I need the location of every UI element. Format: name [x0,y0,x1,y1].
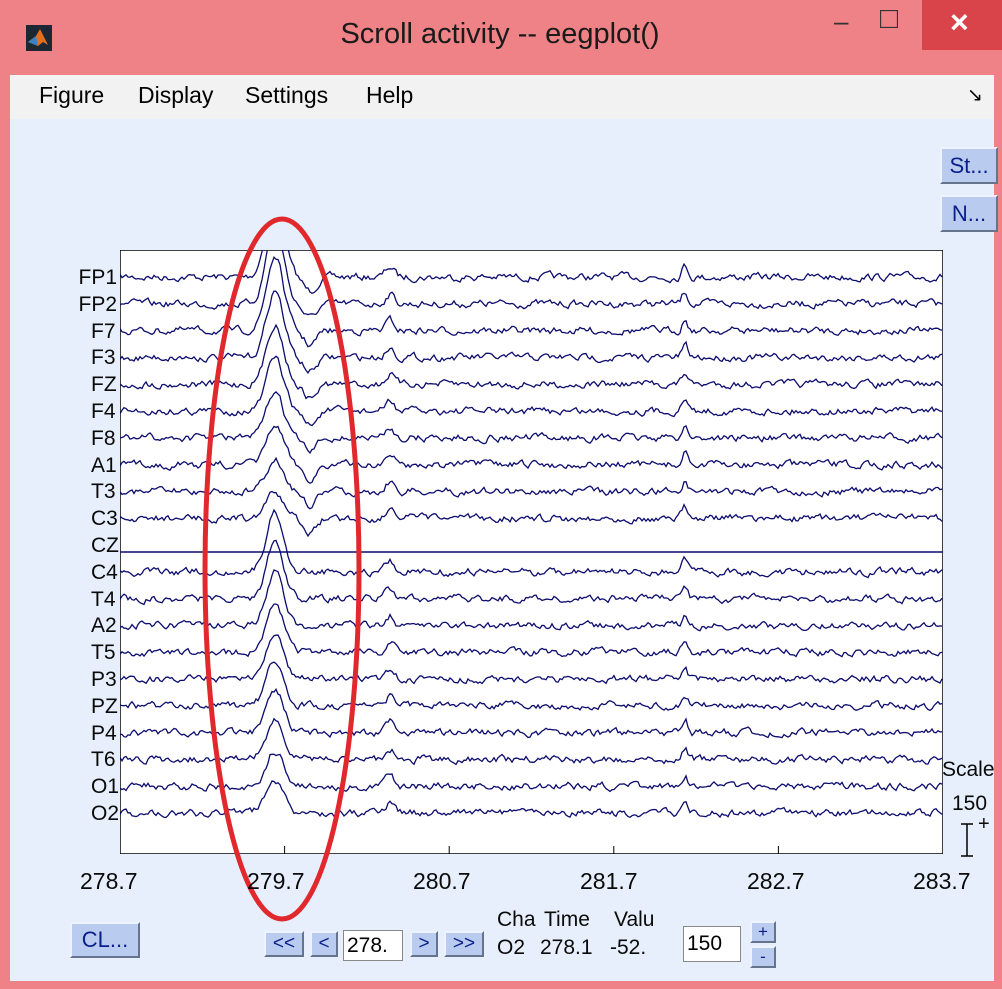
clear-button[interactable]: CL... [70,922,140,958]
channel-label: T5 [91,641,116,665]
scroll-next-button[interactable]: > [410,931,438,957]
minimize-button[interactable]: – [812,0,872,50]
readout-time-header: Time [544,908,590,931]
maximize-button[interactable]: □ [866,0,926,50]
menu-display[interactable]: Display [138,82,214,108]
channel-label: CZ [91,534,119,557]
channel-label: FP2 [78,292,118,316]
channel-label: PZ [91,694,118,718]
x-tick-label: 279.7 [247,868,305,894]
spacing-input[interactable]: 150 [683,926,741,962]
x-tick-label: 278.7 [80,868,138,894]
matlab-logo-shape [28,29,48,46]
minimize-icon: – [834,6,849,36]
position-input[interactable]: 278. [343,930,403,961]
eeg-plot-area[interactable] [120,250,943,854]
title-bar: Scroll activity -- eegplot() – □ × [0,0,1002,75]
scale-plus-marker: + [978,813,990,835]
scale-label: Scale [942,758,995,781]
channel-label: T4 [91,587,116,611]
menu-settings[interactable]: Settings [245,82,329,108]
x-tick-label: 283.7 [913,868,971,894]
channel-label: O2 [91,802,120,825]
scale-bar-icon [961,823,973,857]
x-tick-label: 281.7 [580,868,638,894]
channel-label: C4 [91,560,118,584]
norm-button[interactable]: N... [940,195,998,232]
spacing-decrease-button[interactable]: - [750,946,776,968]
channel-label: A1 [91,453,117,477]
spacing-increase-button[interactable]: + [750,921,776,943]
channel-label: T6 [91,748,116,772]
readout-channel-header: Cha [497,908,536,931]
channel-label: C3 [91,507,118,531]
channel-label: O1 [91,775,120,799]
readout-value-value: -52. [610,936,647,959]
close-button[interactable]: × [922,0,1002,50]
channel-label: P4 [91,721,117,745]
scroll-prev-button[interactable]: < [310,931,338,957]
readout-value-header: Valu [614,908,655,931]
channel-label: T3 [91,480,116,504]
scroll-first-button[interactable]: << [264,931,304,957]
channel-label: FP1 [78,266,118,289]
maximize-icon: □ [880,2,899,35]
channel-label: A2 [91,614,117,638]
channel-label: P3 [91,668,117,691]
readout-time-value: 278.1 [540,936,593,959]
channel-label: F3 [91,346,116,370]
matlab-logo-icon[interactable] [26,25,52,51]
channel-label: F8 [91,426,116,450]
channel-label: FZ [91,373,117,397]
scroll-last-button[interactable]: >> [444,931,484,957]
x-tick-label: 282.7 [747,868,805,894]
stack-button[interactable]: St... [940,147,998,184]
readout-channel-value: O2 [497,936,526,959]
close-icon: × [950,4,969,40]
window-title: Scroll activity -- eegplot() [340,18,660,50]
scale-value: 150 [952,792,988,815]
menu-bar: Figure Display Settings Help ↘ [10,75,994,119]
x-tick-label: 280.7 [413,868,471,894]
channel-label: F4 [91,400,116,423]
dock-arrow-icon[interactable]: ↘ [967,85,983,106]
menu-figure[interactable]: Figure [39,82,105,108]
menu-help[interactable]: Help [366,82,414,108]
channel-label: F7 [91,319,116,343]
